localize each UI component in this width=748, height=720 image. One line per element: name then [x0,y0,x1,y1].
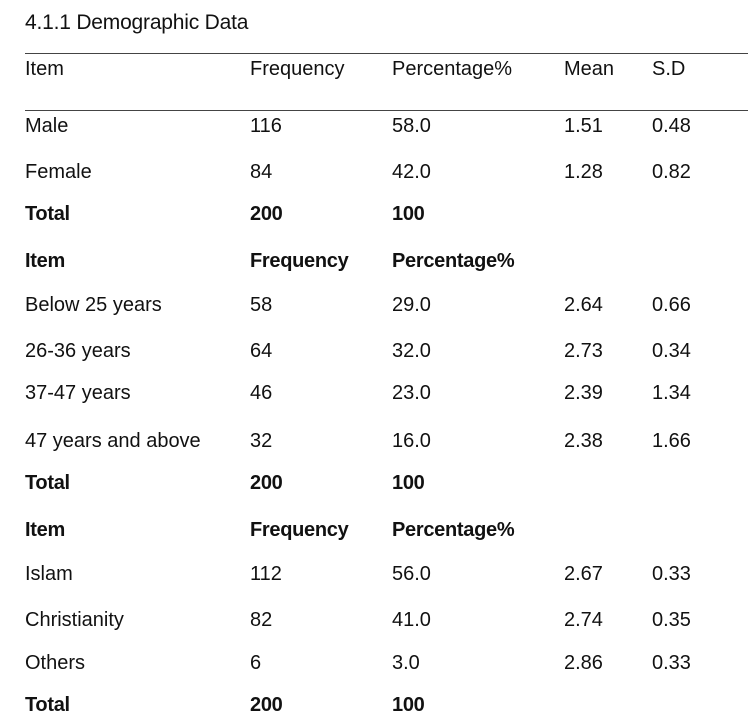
cell-percentage: 23.0 [392,382,431,404]
cell-item: Female [25,161,92,183]
cell-mean: 2.39 [564,382,603,404]
header-item: Item [25,519,65,541]
header-item: Item [25,58,64,80]
header-percentage: Percentage% [392,519,515,541]
cell-sd: 0.34 [652,340,691,362]
total-row: Total 200 100 [0,690,748,720]
total-row: Total 200 100 [0,468,748,498]
cell-frequency: 84 [250,161,273,183]
cell-percentage: 16.0 [392,430,431,452]
cell-sd: 1.34 [652,382,691,404]
total-percentage: 100 [392,472,425,494]
total-percentage: 100 [392,203,425,225]
header-mean: Mean [564,58,615,80]
cell-sd: 0.33 [652,563,691,585]
header-percentage: Percentage% [392,58,513,80]
table-top-rule [25,53,748,54]
section-header-row: Item Frequency Percentage% [0,246,748,276]
cell-frequency: 32 [250,430,273,452]
total-frequency: 200 [250,203,283,225]
cell-frequency: 6 [250,652,262,674]
total-label: Total [25,203,70,225]
cell-sd: 0.82 [652,161,691,183]
table-row: Female 84 42.0 1.28 0.82 [0,157,748,187]
total-label: Total [25,694,70,716]
cell-sd: 1.66 [652,430,691,452]
table-header-rule [25,110,748,111]
table-row: Male 116 58.0 1.51 0.48 [0,111,748,141]
cell-frequency: 46 [250,382,273,404]
total-label: Total [25,472,70,494]
cell-percentage: 56.0 [392,563,431,585]
cell-item: 26-36 years [25,340,131,362]
cell-percentage: 3.0 [392,652,420,674]
cell-sd: 0.35 [652,609,691,631]
header-frequency: Frequency [250,519,349,541]
cell-mean: 2.67 [564,563,603,585]
cell-sd: 0.33 [652,652,691,674]
cell-item: Below 25 years [25,294,162,316]
header-frequency: Frequency [250,250,349,272]
cell-percentage: 58.0 [392,115,431,137]
cell-mean: 2.64 [564,294,603,316]
cell-percentage: 29.0 [392,294,431,316]
header-frequency: Frequency [250,58,345,80]
cell-mean: 2.74 [564,609,603,631]
cell-item: 37-47 years [25,382,131,404]
table-row: Below 25 years 58 29.0 2.64 0.66 [0,290,748,320]
cell-frequency: 58 [250,294,273,316]
cell-mean: 1.28 [564,161,603,183]
total-frequency: 200 [250,694,283,716]
cell-frequency: 116 [250,115,282,137]
cell-item: Islam [25,563,73,585]
page-title: 4.1.1 Demographic Data [25,11,249,34]
cell-item: Christianity [25,609,124,631]
table-row: 26-36 years 64 32.0 2.73 0.34 [0,336,748,366]
total-frequency: 200 [250,472,283,494]
table-header-row: Item Frequency Percentage% Mean S.D [0,54,748,84]
table-row: Islam 112 56.0 2.67 0.33 [0,559,748,589]
cell-frequency: 112 [250,563,282,585]
header-sd: S.D [652,58,686,80]
cell-item: Male [25,115,69,137]
cell-frequency: 64 [250,340,273,362]
cell-frequency: 82 [250,609,273,631]
cell-mean: 1.51 [564,115,603,137]
cell-mean: 2.86 [564,652,603,674]
cell-percentage: 32.0 [392,340,431,362]
total-row: Total 200 100 [0,199,748,229]
table-row: Christianity 82 41.0 2.74 0.35 [0,605,748,635]
cell-item: Others [25,652,86,674]
header-item: Item [25,250,65,272]
section-header-row: Item Frequency Percentage% [0,515,748,545]
cell-mean: 2.73 [564,340,603,362]
header-percentage: Percentage% [392,250,515,272]
cell-percentage: 42.0 [392,161,431,183]
cell-item: 47 years and above [25,430,201,452]
cell-percentage: 41.0 [392,609,431,631]
table-row: 37-47 years 46 23.0 2.39 1.34 [0,378,748,408]
cell-mean: 2.38 [564,430,603,452]
total-percentage: 100 [392,694,425,716]
table-row: Others 6 3.0 2.86 0.33 [0,648,748,678]
cell-sd: 0.66 [652,294,691,316]
table-row: 47 years and above 32 16.0 2.38 1.66 [0,426,748,456]
cell-sd: 0.48 [652,115,691,137]
